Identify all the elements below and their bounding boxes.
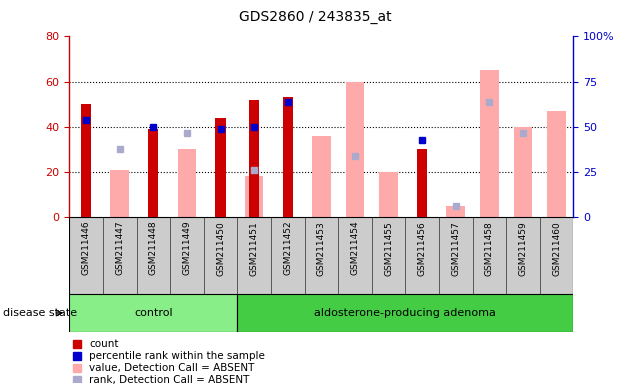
Text: GSM211450: GSM211450	[216, 221, 225, 276]
Text: GDS2860 / 243835_at: GDS2860 / 243835_at	[239, 10, 391, 23]
Text: GSM211457: GSM211457	[451, 221, 460, 276]
Bar	[238, 294, 573, 332]
Bar	[312, 136, 331, 217]
Text: GSM211455: GSM211455	[384, 221, 393, 276]
Text: value, Detection Call = ABSENT: value, Detection Call = ABSENT	[89, 363, 255, 373]
Bar	[480, 70, 498, 217]
Text: GSM211449: GSM211449	[183, 221, 192, 275]
Text: GSM211448: GSM211448	[149, 221, 158, 275]
Bar	[513, 127, 532, 217]
Text: GSM211458: GSM211458	[485, 221, 494, 276]
Text: GSM211460: GSM211460	[552, 221, 561, 276]
Text: GSM211451: GSM211451	[249, 221, 258, 276]
Text: rank, Detection Call = ABSENT: rank, Detection Call = ABSENT	[89, 375, 250, 384]
Text: GSM211459: GSM211459	[518, 221, 527, 276]
Text: GSM211454: GSM211454	[350, 221, 359, 275]
Text: GSM211447: GSM211447	[115, 221, 124, 275]
Text: GSM211453: GSM211453	[317, 221, 326, 276]
Text: aldosterone-producing adenoma: aldosterone-producing adenoma	[314, 308, 496, 318]
Bar	[417, 149, 427, 217]
Bar	[283, 98, 293, 217]
Bar	[148, 129, 158, 217]
Bar	[215, 118, 226, 217]
Bar	[245, 176, 263, 217]
Bar	[69, 294, 238, 332]
Bar	[249, 100, 259, 217]
Text: count: count	[89, 339, 119, 349]
Text: GSM211452: GSM211452	[284, 221, 292, 275]
Text: disease state: disease state	[3, 308, 77, 318]
Bar	[547, 111, 566, 217]
Text: percentile rank within the sample: percentile rank within the sample	[89, 351, 265, 361]
Bar	[379, 172, 398, 217]
Bar	[447, 206, 465, 217]
Bar	[110, 170, 129, 217]
Bar	[346, 82, 364, 217]
Text: control: control	[134, 308, 173, 318]
Text: GSM211446: GSM211446	[82, 221, 91, 275]
Bar	[81, 104, 91, 217]
Text: GSM211456: GSM211456	[418, 221, 427, 276]
Bar	[178, 149, 196, 217]
